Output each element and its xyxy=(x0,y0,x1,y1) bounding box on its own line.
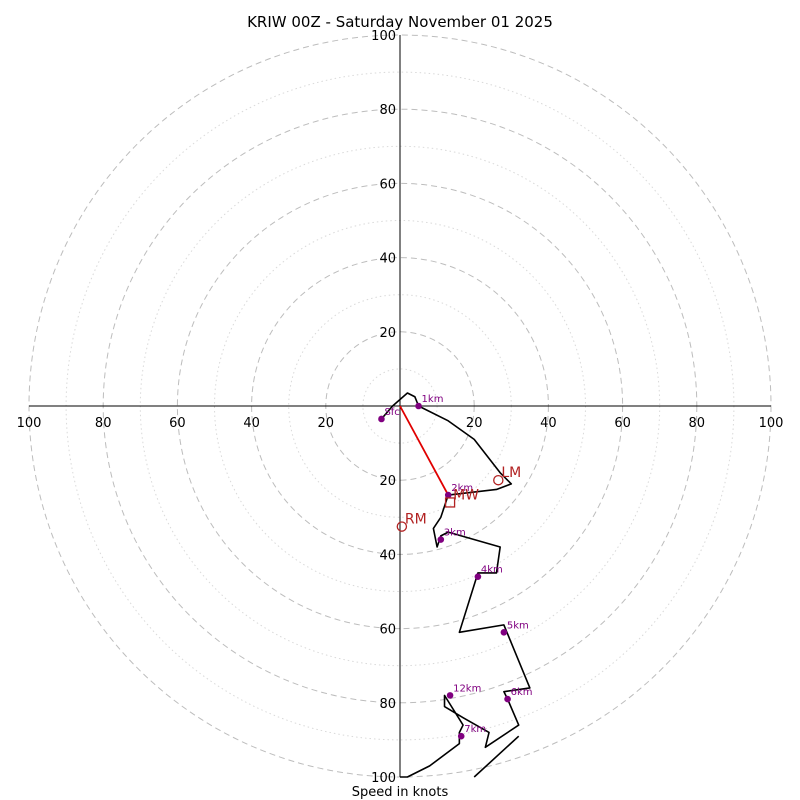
y-tick-label: 20 xyxy=(379,326,396,341)
height-marker-label: Sfc xyxy=(384,407,399,418)
hodograph-line-tail xyxy=(473,735,520,778)
chart-title: KRIW 00Z - Saturday November 01 2025 xyxy=(247,13,553,31)
height-marker xyxy=(457,732,465,740)
x-tick-label: 80 xyxy=(689,416,706,431)
height-marker-label: 6km xyxy=(511,687,533,698)
height-marker-label: 7km xyxy=(464,724,486,735)
height-marker xyxy=(437,536,445,543)
y-tick-label-negative: 40 xyxy=(379,548,396,563)
height-marker-label: 4km xyxy=(481,565,503,576)
shear-vector xyxy=(399,405,450,496)
x-tick-label: 20 xyxy=(466,416,483,431)
tick-labels: 100 80 60 40 20 20 40 60 80 100 20 40 60 80 100 20 40 60 8… xyxy=(17,29,784,786)
x-tick-label: 40 xyxy=(243,416,260,431)
x-tick-label: 40 xyxy=(540,416,557,431)
y-tick-label: 40 xyxy=(379,252,396,267)
height-marker xyxy=(474,573,482,580)
storm-motion-marker xyxy=(444,497,456,508)
storm-motion-label: RM xyxy=(405,512,427,528)
height-marker xyxy=(415,402,422,410)
y-tick-label-negative: 100 xyxy=(371,771,396,786)
height-marker xyxy=(378,415,385,423)
y-tick-label: 60 xyxy=(379,177,396,192)
height-marker-label: 5km xyxy=(507,620,529,631)
storm-motion-marker xyxy=(396,521,408,532)
shear-line xyxy=(399,405,450,496)
storm-motions: LM MW RM xyxy=(396,465,521,532)
height-marker xyxy=(444,491,452,499)
x-tick-label: 60 xyxy=(614,416,631,431)
height-markers: Sfc 1km 2km 3km 4km 5km 6km 7km 12km xyxy=(378,394,533,740)
x-tick-label: 100 xyxy=(17,416,42,431)
height-marker xyxy=(446,692,454,699)
hodograph-line xyxy=(380,392,531,778)
height-marker-label: 12km xyxy=(453,683,481,694)
height-marker-label: 3km xyxy=(444,528,466,539)
y-tick-label-negative: 20 xyxy=(379,474,396,489)
y-tick-label: 80 xyxy=(379,103,396,118)
x-axis-label: Speed in knots xyxy=(352,785,449,800)
storm-motion-marker xyxy=(493,474,504,486)
storm-motion-label: MW xyxy=(453,487,479,503)
y-tick-label: 100 xyxy=(371,29,396,44)
x-tick-label: 100 xyxy=(759,416,784,431)
x-tick-label: 60 xyxy=(169,416,186,431)
storm-motion-label: LM xyxy=(501,465,521,481)
y-tick-label-negative: 80 xyxy=(379,697,396,712)
height-marker xyxy=(504,695,511,703)
x-tick-label: 20 xyxy=(318,416,335,431)
y-tick-label-negative: 60 xyxy=(379,623,396,638)
height-marker-label: 1km xyxy=(422,394,444,405)
x-tick-label: 80 xyxy=(95,416,112,431)
height-marker xyxy=(500,629,508,636)
wind-profile xyxy=(380,392,531,778)
height-marker-label: 2km xyxy=(451,483,473,494)
